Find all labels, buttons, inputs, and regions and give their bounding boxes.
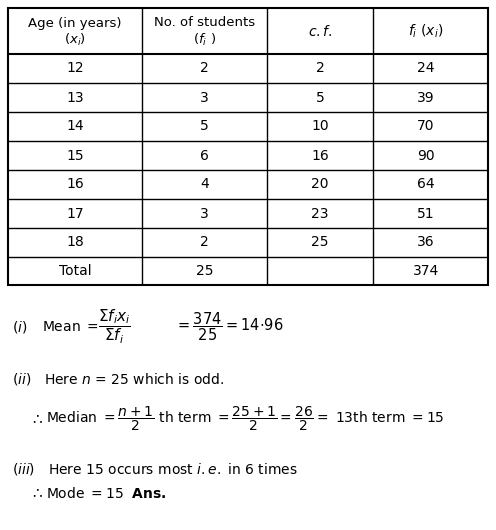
Text: 3: 3 <box>200 207 209 220</box>
Text: $c.f.$: $c.f.$ <box>308 23 332 39</box>
Text: 39: 39 <box>417 91 434 104</box>
Text: 18: 18 <box>66 235 84 250</box>
Text: $( f_i\ )$: $( f_i\ )$ <box>193 32 216 48</box>
Text: Mode $= 15$  $\mathbf{Ans.}$: Mode $= 15$ $\mathbf{Ans.}$ <box>46 485 167 500</box>
Text: 2: 2 <box>200 61 209 75</box>
Text: Median $= \dfrac{n+1}{2}$ th term $= \dfrac{25+1}{2} = \dfrac{26}{2} =$ 13th ter: Median $= \dfrac{n+1}{2}$ th term $= \df… <box>46 405 444 433</box>
Text: 90: 90 <box>417 148 434 163</box>
Bar <box>8 8 488 285</box>
Text: $(iii)$: $(iii)$ <box>12 461 35 477</box>
Text: 17: 17 <box>66 207 84 220</box>
Text: 16: 16 <box>311 148 329 163</box>
Text: $= \dfrac{374}{25} = 14{\cdot}96$: $= \dfrac{374}{25} = 14{\cdot}96$ <box>175 311 284 343</box>
Text: 4: 4 <box>200 178 209 191</box>
Text: $\therefore$: $\therefore$ <box>30 485 44 500</box>
Text: 13: 13 <box>66 91 84 104</box>
Text: 23: 23 <box>311 207 329 220</box>
Text: 16: 16 <box>66 178 84 191</box>
Text: 5: 5 <box>315 91 324 104</box>
Text: 64: 64 <box>417 178 434 191</box>
Text: $f_i\ (x_i)$: $f_i\ (x_i)$ <box>408 22 443 40</box>
Text: 374: 374 <box>413 264 439 278</box>
Text: Total: Total <box>59 264 92 278</box>
Text: 2: 2 <box>315 61 324 75</box>
Text: Age (in years): Age (in years) <box>28 16 122 30</box>
Text: 70: 70 <box>417 119 434 134</box>
Text: 12: 12 <box>66 61 84 75</box>
Text: 6: 6 <box>200 148 209 163</box>
Text: $(i)$: $(i)$ <box>12 319 27 335</box>
Text: 10: 10 <box>311 119 329 134</box>
Text: $(ii)$: $(ii)$ <box>12 371 31 387</box>
Text: $\dfrac{\Sigma f_i x_i}{\Sigma f_i}$: $\dfrac{\Sigma f_i x_i}{\Sigma f_i}$ <box>98 308 131 346</box>
Text: 15: 15 <box>66 148 84 163</box>
Text: 24: 24 <box>417 61 434 75</box>
Text: Mean $=$: Mean $=$ <box>42 320 99 334</box>
Text: 2: 2 <box>200 235 209 250</box>
Text: 25: 25 <box>311 235 329 250</box>
Text: 20: 20 <box>311 178 329 191</box>
Text: 5: 5 <box>200 119 209 134</box>
Text: 25: 25 <box>196 264 214 278</box>
Text: 14: 14 <box>66 119 84 134</box>
Text: 36: 36 <box>417 235 434 250</box>
Text: Here 15 occurs most $i.e.$ in 6 times: Here 15 occurs most $i.e.$ in 6 times <box>48 462 298 476</box>
Text: Here $n$ = 25 which is odd.: Here $n$ = 25 which is odd. <box>44 372 224 386</box>
Text: 51: 51 <box>417 207 434 220</box>
Text: $(x_i)$: $(x_i)$ <box>64 32 86 48</box>
Text: No. of students: No. of students <box>154 16 255 30</box>
Text: $\therefore$: $\therefore$ <box>30 411 44 427</box>
Text: 3: 3 <box>200 91 209 104</box>
